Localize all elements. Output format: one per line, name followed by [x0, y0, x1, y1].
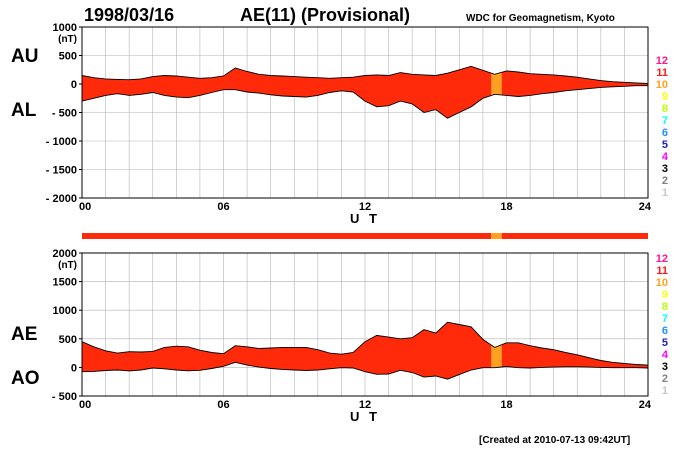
legend-level-2: 2 [662, 175, 668, 187]
date-title: 1998/03/16 [84, 5, 174, 25]
series-line-ae [81, 321, 649, 366]
x-tick-label: 18 [500, 399, 512, 411]
y-tick-label: - 2000 [46, 193, 77, 205]
y-tick-label: 2000 [53, 248, 77, 260]
legend-level-12: 12 [656, 55, 668, 67]
legend-level-3: 3 [662, 163, 668, 175]
y-tick-label: 500 [59, 51, 77, 63]
x-tick-label: 00 [79, 399, 91, 411]
legend-level-1: 1 [662, 187, 668, 199]
legend-level-10: 10 [656, 79, 668, 91]
legend-level-9: 9 [662, 289, 668, 301]
side-label-ae: AE [11, 324, 37, 345]
legend-level-6: 6 [662, 127, 668, 139]
legend-level-10: 10 [656, 277, 668, 289]
x-tick-label: 06 [217, 399, 229, 411]
unit-label: (nT) [58, 260, 77, 271]
legend-level-4: 4 [662, 151, 669, 163]
legend-level-2: 2 [662, 373, 668, 385]
legend-level-8: 8 [662, 103, 668, 115]
series-line-ao [81, 361, 649, 380]
x-tick-label: 24 [639, 201, 652, 213]
x-tick-label: 18 [500, 201, 512, 213]
series-line-al [81, 85, 648, 119]
legend-level-5: 5 [662, 337, 668, 349]
side-label-au: AU [11, 46, 38, 67]
legend-level-6: 6 [662, 325, 668, 337]
x-tick-label: 12 [359, 399, 371, 411]
au-al-panel: 1000 500 0 - 500 - 1000 - 1500 - 2000 (nT) 00 06 1… [11, 22, 669, 226]
unit-label: (nT) [58, 34, 77, 45]
legend-level-7: 7 [662, 313, 668, 325]
y-tick-label: 0 [71, 362, 77, 374]
index-title: AE(11) (Provisional) [240, 5, 410, 25]
legend-level-5: 5 [662, 139, 668, 151]
x-tick-label: 00 [79, 201, 91, 213]
legend-level-12: 12 [656, 253, 668, 265]
activity-bar-segment [82, 233, 492, 239]
legend-level-8: 8 [662, 301, 668, 313]
y-tick-label: - 1000 [46, 136, 77, 148]
activity-highlight-band [491, 66, 502, 119]
legend-level-11: 11 [656, 265, 668, 277]
range-fill-area [82, 66, 648, 119]
x-axis-label: U T [350, 211, 380, 226]
x-tick-label: 24 [639, 399, 652, 411]
y-tick-label: - 500 [52, 108, 77, 120]
y-tick-label: 0 [71, 79, 77, 91]
y-tick-label: - 1500 [46, 165, 77, 177]
legend-level-9: 9 [662, 91, 668, 103]
plot-frame [81, 252, 649, 397]
range-fill-area [82, 322, 648, 380]
y-tick-label: 500 [59, 334, 77, 346]
x-axis-label: U T [350, 409, 380, 424]
side-label-ao: AO [11, 368, 40, 389]
legend-level-3: 3 [662, 361, 668, 373]
legend-level-11: 11 [656, 67, 668, 79]
y-tick-label: 1000 [53, 22, 77, 34]
activity-bar-segment [501, 233, 648, 239]
activity-level-bar [82, 233, 648, 239]
legend-level-1: 1 [662, 385, 668, 397]
y-tick-label: 1000 [53, 305, 77, 317]
source-credit: WDC for Geomagnetism, Kyoto [466, 13, 615, 24]
x-tick-label: 06 [217, 201, 229, 213]
activity-highlight-band [491, 322, 502, 380]
y-tick-label: - 500 [52, 391, 77, 403]
x-tick-label: 12 [359, 201, 371, 213]
activity-bar-segment [491, 233, 502, 239]
creation-timestamp: [Created at 2010-07-13 09:42UT] [479, 435, 630, 446]
series-line-au [81, 65, 649, 84]
legend-level-4: 4 [662, 349, 669, 361]
side-label-al: AL [11, 100, 37, 121]
legend-level-7: 7 [662, 115, 668, 127]
y-tick-label: 1500 [53, 277, 77, 289]
